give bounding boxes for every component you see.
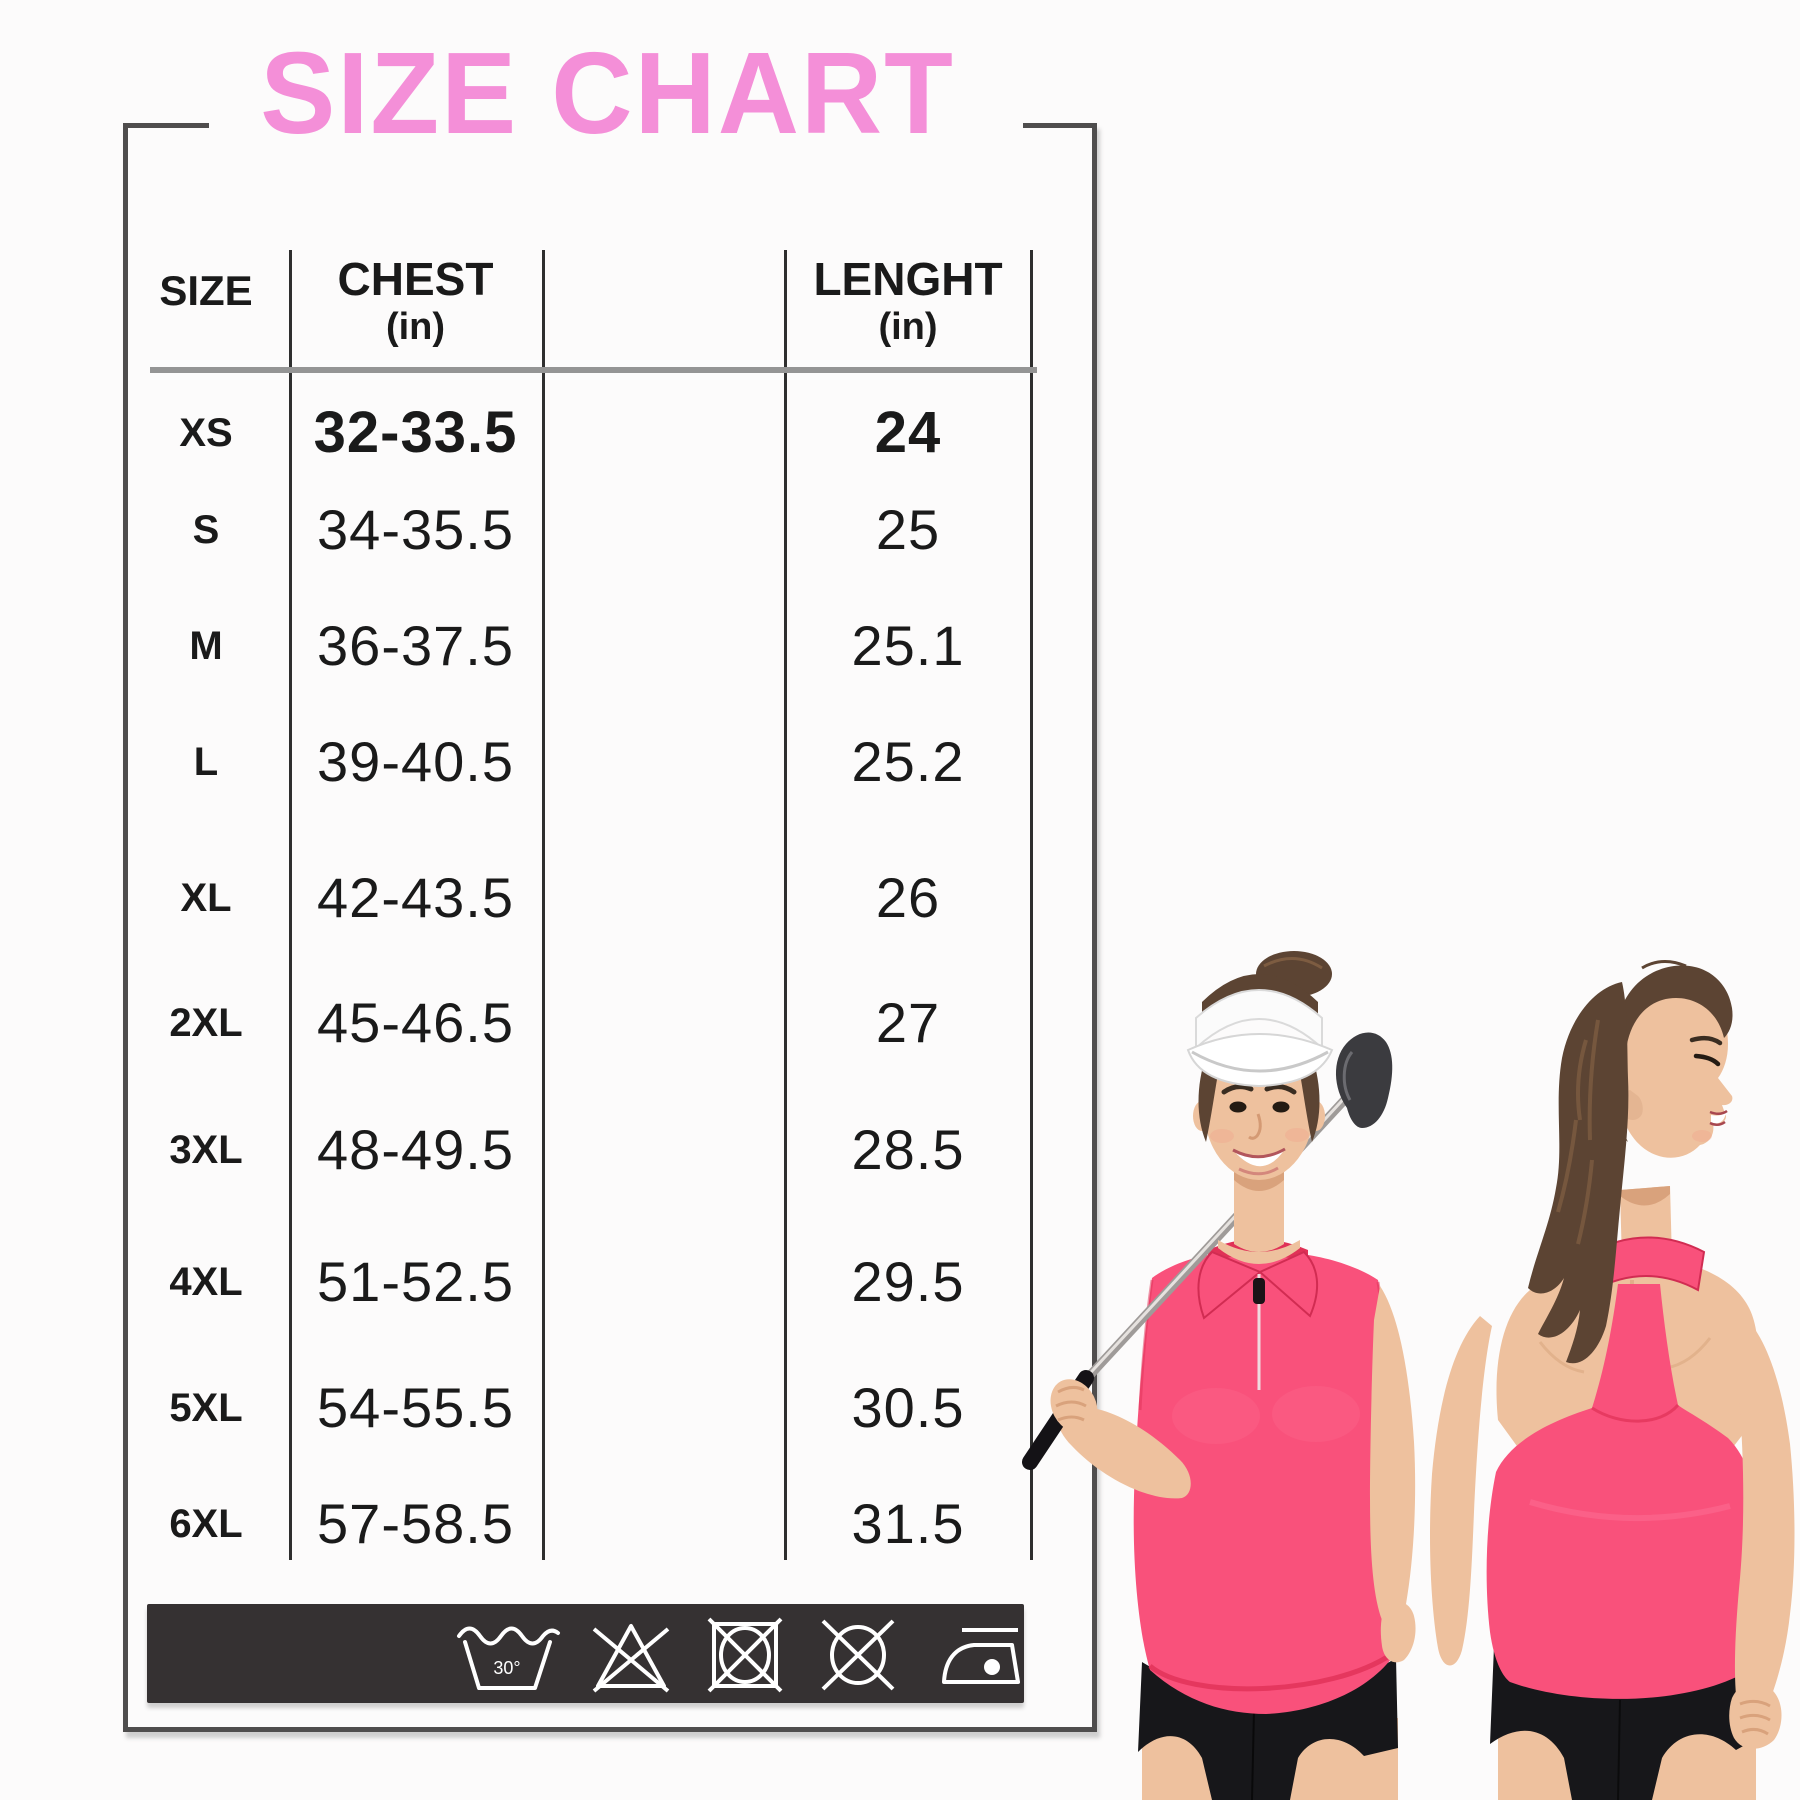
column-divider — [784, 250, 787, 1560]
care-instructions-bar: 30° — [147, 1604, 1024, 1703]
header-chest: CHEST (in) — [289, 254, 542, 350]
front-model-illustration — [1022, 951, 1416, 1800]
wash-temp-label: 30° — [493, 1658, 520, 1678]
header-length: LENGHT (in) — [784, 254, 1032, 350]
machine-wash-30-icon: 30° — [453, 1610, 563, 1698]
column-divider — [542, 250, 545, 1560]
do-not-tumble-dry-icon — [697, 1610, 793, 1698]
header-size: SIZE — [159, 267, 253, 314]
iron-icon — [930, 1610, 1026, 1698]
zipper-pull — [1253, 1278, 1265, 1304]
back-model-illustration — [1430, 960, 1795, 1800]
column-divider — [1030, 250, 1033, 1560]
do-not-bleach-icon — [583, 1610, 679, 1698]
visor — [1186, 951, 1334, 1088]
ponytail-hair — [1528, 960, 1733, 1364]
header-chest-label: CHEST — [337, 253, 494, 305]
table-frame — [123, 123, 1097, 1732]
header-chest-unit: (in) — [385, 306, 446, 348]
product-photo-front — [850, 850, 1420, 1800]
frame-bracket-right — [1023, 123, 1092, 128]
do-not-dry-clean-icon — [810, 1610, 906, 1698]
column-divider — [289, 250, 292, 1560]
product-photo-back — [1380, 860, 1800, 1800]
page-title: SIZE CHART — [260, 28, 955, 158]
header-length-unit: (in) — [878, 306, 938, 348]
header-divider — [150, 367, 1037, 373]
frame-bracket-left — [123, 123, 209, 128]
header-length-label: LENGHT — [813, 253, 1003, 305]
